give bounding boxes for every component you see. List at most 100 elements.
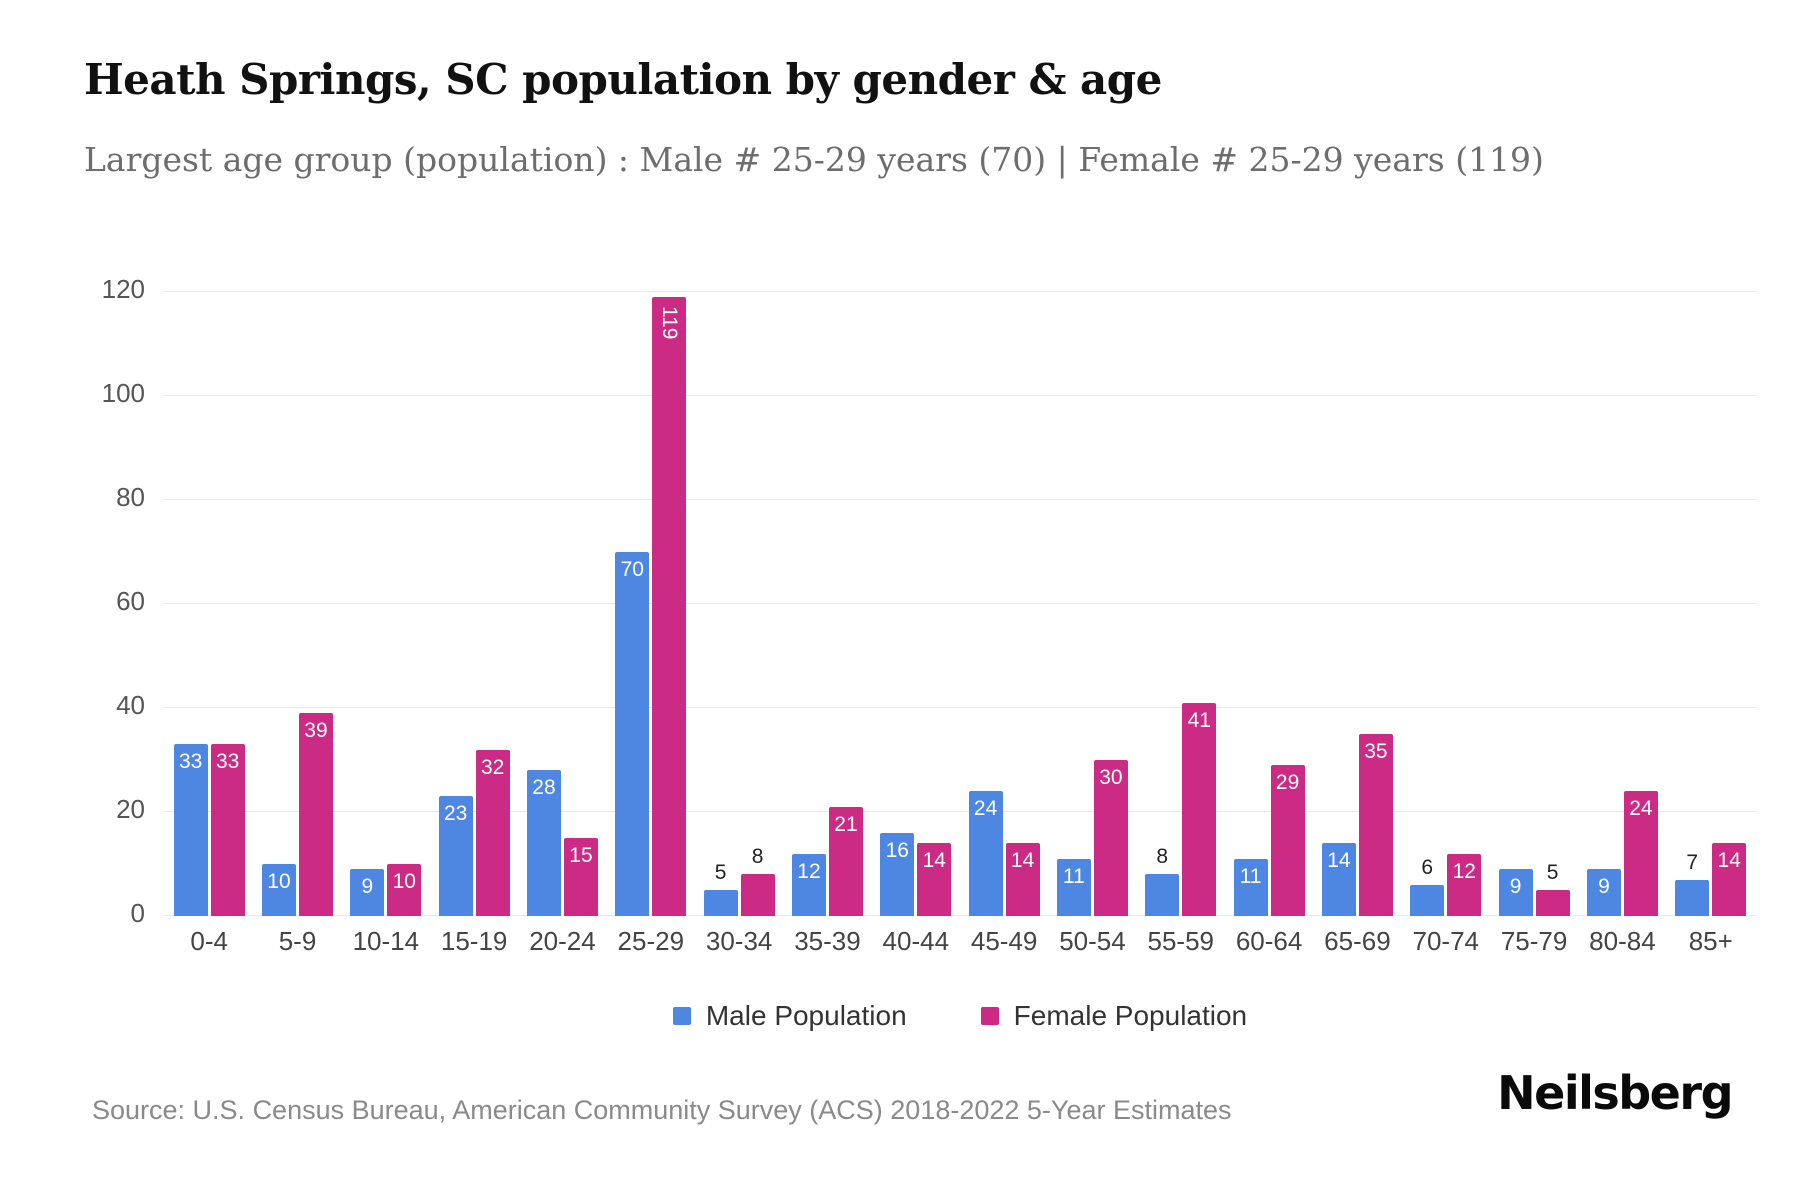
- bar-group: 6 12: [1402, 292, 1490, 916]
- bar: 28: [526, 770, 561, 916]
- y-tick-label: 120: [101, 274, 145, 304]
- y-axis: 0 20 40 60 80 100 120: [50, 274, 155, 928]
- bar-value-label: 119: [657, 306, 681, 340]
- bar: 8: [740, 846, 775, 916]
- gridline: [165, 707, 1755, 708]
- bar-group: 11 29: [1225, 292, 1313, 916]
- x-tick-label: 70-74: [1412, 926, 1480, 956]
- bar-value-label: 14: [1010, 849, 1035, 873]
- x-tick-label: 20-24: [529, 926, 596, 956]
- bar-value-label: 10: [267, 870, 291, 893]
- x-tick-label: 75-79: [1500, 926, 1568, 956]
- bar: 11: [1056, 858, 1091, 916]
- y-tick-label: 100: [101, 378, 145, 408]
- bar: 10: [387, 864, 422, 916]
- bar: 23: [438, 796, 473, 916]
- x-tick-label: 5-9: [278, 926, 317, 956]
- bar-value-label: 24: [1629, 797, 1653, 821]
- bar: 11: [1233, 858, 1268, 916]
- bar-group: 33 33: [165, 292, 253, 916]
- bar: 41: [1182, 702, 1217, 916]
- bar-value-label: 12: [1452, 859, 1476, 883]
- bar: 12: [1447, 853, 1482, 916]
- page-title: Heath Springs, SC population by gender &…: [84, 55, 1162, 104]
- y-tick-label: 80: [116, 482, 145, 513]
- bar-value-label: 5: [1546, 861, 1559, 884]
- legend-swatch-male-icon: [672, 1007, 691, 1025]
- x-tick-label: 60-64: [1235, 926, 1303, 956]
- y-tick-label: 60: [116, 586, 145, 616]
- x-tick-label: 45-49: [970, 926, 1038, 956]
- legend-item-male: Male Population: [672, 1000, 907, 1032]
- bar-group: 7 14: [1667, 292, 1755, 916]
- bar: 119: [652, 297, 687, 916]
- bar: 24: [1623, 791, 1658, 916]
- bar-value-label: 39: [304, 719, 328, 743]
- bar-value-label: 15: [569, 844, 593, 867]
- bar: 70: [615, 552, 650, 916]
- bar: 5: [1535, 862, 1570, 916]
- x-tick-label: 15-19: [440, 926, 508, 956]
- x-tick-label: 25-29: [617, 926, 685, 956]
- bar-value-label: 35: [1364, 740, 1388, 763]
- bar: 6: [1410, 857, 1445, 916]
- bar-value-label: 29: [1275, 771, 1300, 795]
- bar: 9: [350, 869, 385, 916]
- bar-group: 24 14: [960, 292, 1048, 916]
- x-tick-label: 80-84: [1589, 926, 1656, 956]
- bar-group: 11 30: [1048, 292, 1136, 916]
- bar-value-label: 16: [885, 838, 909, 862]
- bar-group: 28 15: [518, 292, 606, 916]
- legend-item-female: Female Population: [980, 1000, 1248, 1032]
- x-tick-label: 0-4: [190, 926, 228, 956]
- bar: 14: [1005, 843, 1040, 916]
- bar-group: 14 35: [1313, 292, 1401, 916]
- bar-group: 70 119: [607, 292, 695, 916]
- bar-value-label: 41: [1187, 708, 1211, 732]
- x-tick-label: 85+: [1688, 926, 1733, 956]
- x-tick-label: 65-69: [1324, 926, 1391, 956]
- bar-value-label: 11: [1063, 864, 1085, 888]
- bar-value-label: 33: [215, 750, 240, 774]
- bar-value-label: 7: [1686, 850, 1699, 874]
- bar: 9: [1498, 869, 1533, 916]
- bar-value-label: 8: [1156, 845, 1169, 869]
- legend-label-female: Female Population: [1013, 1000, 1248, 1031]
- source-attribution: Source: U.S. Census Bureau, American Com…: [92, 1095, 1232, 1125]
- bar: 16: [880, 832, 915, 916]
- bar: 12: [791, 853, 826, 916]
- bar-value-label: 9: [361, 875, 374, 899]
- y-tick-label: 20: [116, 794, 145, 825]
- bar: 10: [261, 864, 296, 916]
- bar-value-label: 30: [1099, 766, 1123, 789]
- bar-value-label: 6: [1421, 855, 1434, 879]
- x-tick-label: 10-14: [352, 926, 420, 956]
- bar-group: 8 41: [1137, 292, 1225, 916]
- bar: 15: [563, 838, 598, 916]
- bar-value-label: 14: [1327, 849, 1351, 873]
- x-tick-label: 40-44: [882, 926, 950, 956]
- bar-value-label: 21: [834, 812, 858, 836]
- bar: 5: [703, 862, 738, 916]
- legend-label-male: Male Population: [705, 1000, 907, 1031]
- bar-value-label: 28: [532, 776, 556, 800]
- bar: 9: [1586, 869, 1621, 916]
- bar: 14: [917, 843, 952, 916]
- bar-group: 9 24: [1578, 292, 1666, 916]
- gridline: [165, 395, 1755, 396]
- gridline: [165, 811, 1755, 812]
- x-axis: 0-4 5-9 10-14 15-19 20-24 25-29 30-34 35-39 40-4…: [165, 926, 1755, 957]
- bar-value-label: 23: [443, 802, 468, 826]
- bar-value-label: 33: [178, 750, 203, 774]
- bar-value-label: 12: [797, 859, 821, 883]
- bar-group: 23 32: [430, 292, 518, 916]
- bar: 29: [1270, 765, 1305, 916]
- bar: 24: [968, 791, 1003, 916]
- bar-value-label: 32: [480, 755, 505, 779]
- bar: 14: [1321, 843, 1356, 916]
- gridline: [165, 603, 1755, 604]
- bar-group: 16 14: [872, 292, 960, 916]
- bar-value-label: 10: [392, 870, 416, 893]
- x-tick-label: 35-39: [794, 926, 861, 956]
